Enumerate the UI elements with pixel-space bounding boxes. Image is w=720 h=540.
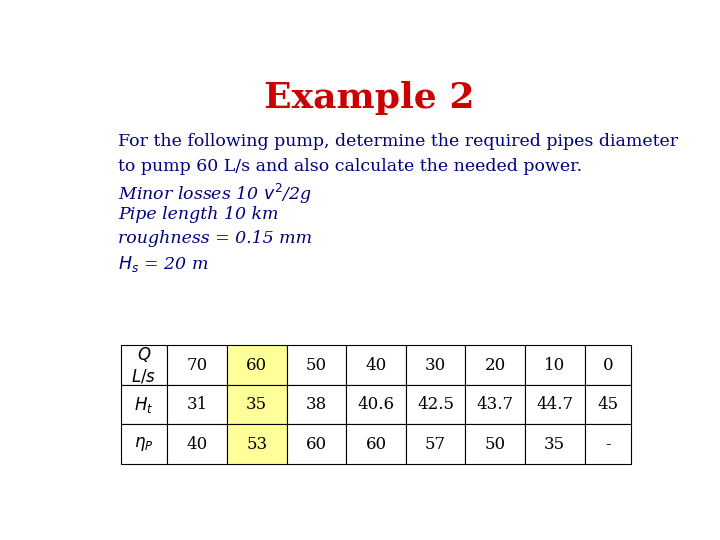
Text: 60: 60 [366, 436, 387, 453]
FancyBboxPatch shape [227, 385, 287, 424]
Text: For the following pump, determine the required pipes diameter: For the following pump, determine the re… [118, 133, 678, 151]
FancyBboxPatch shape [287, 424, 346, 464]
FancyBboxPatch shape [525, 424, 585, 464]
Text: 40.6: 40.6 [357, 396, 395, 413]
Text: 38: 38 [306, 396, 327, 413]
Text: 0: 0 [603, 357, 613, 374]
FancyBboxPatch shape [121, 385, 167, 424]
FancyBboxPatch shape [465, 424, 525, 464]
Text: 35: 35 [246, 396, 267, 413]
Text: 60: 60 [306, 436, 327, 453]
Text: 35: 35 [544, 436, 565, 453]
FancyBboxPatch shape [585, 424, 631, 464]
FancyBboxPatch shape [287, 346, 346, 385]
FancyBboxPatch shape [585, 346, 631, 385]
Text: -: - [605, 436, 611, 453]
Text: 60: 60 [246, 357, 267, 374]
Text: 42.5: 42.5 [417, 396, 454, 413]
Text: 40: 40 [186, 436, 208, 453]
FancyBboxPatch shape [227, 424, 287, 464]
FancyBboxPatch shape [346, 385, 406, 424]
Text: Minor losses 10 $v^2$/2g: Minor losses 10 $v^2$/2g [118, 181, 312, 206]
Text: $H_t$: $H_t$ [135, 395, 154, 415]
FancyBboxPatch shape [585, 385, 631, 424]
Text: $\eta_P$: $\eta_P$ [134, 435, 154, 453]
FancyBboxPatch shape [465, 346, 525, 385]
FancyBboxPatch shape [121, 346, 167, 385]
FancyBboxPatch shape [227, 346, 287, 385]
Text: 53: 53 [246, 436, 267, 453]
FancyBboxPatch shape [287, 385, 346, 424]
FancyBboxPatch shape [465, 385, 525, 424]
Text: 50: 50 [485, 436, 505, 453]
FancyBboxPatch shape [406, 424, 465, 464]
Text: $Q$
$L/s$: $Q$ $L/s$ [132, 345, 157, 385]
FancyBboxPatch shape [167, 385, 227, 424]
Text: 10: 10 [544, 357, 565, 374]
Text: 50: 50 [306, 357, 327, 374]
FancyBboxPatch shape [346, 424, 406, 464]
FancyBboxPatch shape [525, 385, 585, 424]
Text: 44.7: 44.7 [536, 396, 573, 413]
Text: 31: 31 [186, 396, 208, 413]
Text: roughness = 0.15 mm: roughness = 0.15 mm [118, 230, 312, 247]
Text: Example 2: Example 2 [264, 82, 474, 116]
FancyBboxPatch shape [346, 346, 406, 385]
Text: 45: 45 [598, 396, 618, 413]
FancyBboxPatch shape [167, 346, 227, 385]
Text: 70: 70 [186, 357, 208, 374]
FancyBboxPatch shape [525, 346, 585, 385]
Text: 40: 40 [365, 357, 387, 374]
FancyBboxPatch shape [406, 346, 465, 385]
Text: 43.7: 43.7 [477, 396, 514, 413]
Text: 57: 57 [425, 436, 446, 453]
Text: to pump 60 L/s and also calculate the needed power.: to pump 60 L/s and also calculate the ne… [118, 158, 582, 174]
FancyBboxPatch shape [167, 424, 227, 464]
Text: Pipe length 10 km: Pipe length 10 km [118, 206, 279, 223]
Text: 20: 20 [485, 357, 506, 374]
FancyBboxPatch shape [121, 424, 167, 464]
FancyBboxPatch shape [406, 385, 465, 424]
Text: $H_s$ = 20 m: $H_s$ = 20 m [118, 254, 208, 274]
Text: 30: 30 [425, 357, 446, 374]
